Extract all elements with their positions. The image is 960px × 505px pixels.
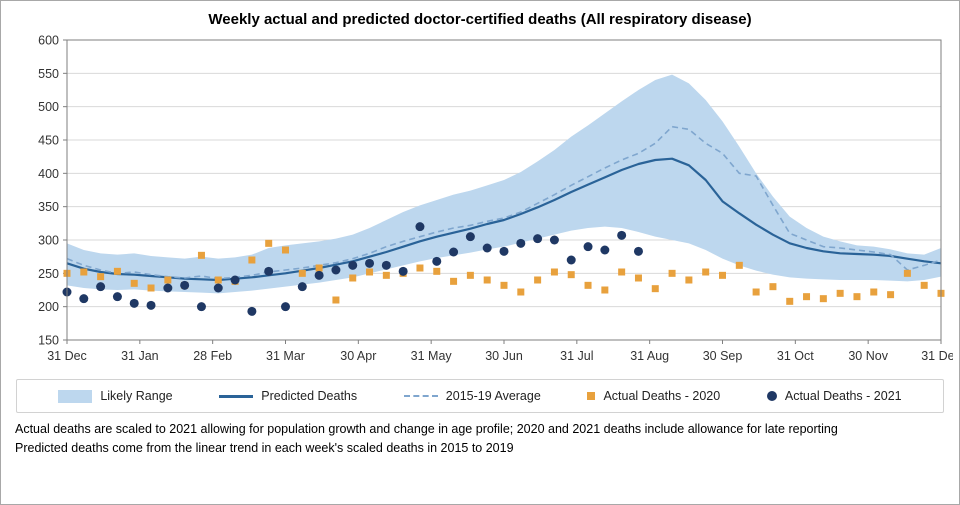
svg-text:31 Dec: 31 Dec (921, 349, 953, 363)
footnotes: Actual deaths are scaled to 2021 allowin… (15, 420, 947, 459)
svg-text:31 Dec: 31 Dec (47, 349, 87, 363)
square-marker-swatch-icon (587, 392, 596, 400)
svg-text:400: 400 (38, 167, 59, 181)
svg-text:28 Feb: 28 Feb (193, 349, 232, 363)
svg-text:31 Mar: 31 Mar (266, 349, 305, 363)
svg-text:350: 350 (38, 200, 59, 214)
svg-text:550: 550 (38, 67, 59, 81)
legend-label: Actual Deaths - 2020 (603, 389, 721, 403)
legend: Likely Range Predicted Deaths 2015-19 Av… (16, 379, 944, 413)
solid-line-swatch-icon (219, 394, 254, 398)
svg-text:200: 200 (38, 300, 59, 314)
svg-text:31 May: 31 May (411, 349, 453, 363)
legend-label: 2015-19 Average (445, 389, 541, 403)
legend-label: Predicted Deaths (261, 389, 358, 403)
footnote-line-2: Predicted deaths come from the linear tr… (15, 441, 514, 456)
page-title: Weekly actual and predicted doctor-certi… (208, 11, 752, 28)
svg-text:31 Oct: 31 Oct (777, 349, 814, 363)
svg-text:30 Apr: 30 Apr (340, 349, 376, 363)
legend-item-likely-range: Likely Range (58, 389, 173, 403)
svg-text:500: 500 (38, 100, 59, 114)
svg-text:30 Nov: 30 Nov (848, 349, 888, 363)
dashed-line-swatch-icon (403, 395, 438, 397)
svg-text:450: 450 (38, 134, 59, 148)
svg-text:30 Jun: 30 Jun (485, 349, 523, 363)
legend-item-predicted-deaths: Predicted Deaths (219, 389, 357, 403)
legend-label: Actual Deaths - 2021 (784, 389, 902, 403)
legend-item-actual-2021: Actual Deaths - 2021 (766, 389, 902, 403)
chart-area: 150 200 250 300 350 400 450 500 550 600 31 Dec 31 J… (9, 30, 959, 375)
circle-marker-swatch-icon (766, 391, 777, 401)
legend-item-2015-19-average: 2015-19 Average (403, 389, 541, 403)
legend-label: Likely Range (100, 389, 173, 403)
svg-text:600: 600 (38, 34, 59, 48)
svg-text:30 Sep: 30 Sep (703, 349, 743, 363)
legend-item-actual-2020: Actual Deaths - 2020 (587, 389, 720, 403)
footnote-line-1: Actual deaths are scaled to 2021 allowin… (15, 422, 838, 436)
chart-svg: 150 200 250 300 350 400 450 500 550 600 31 Dec 31 J… (38, 34, 959, 364)
svg-text:150: 150 (38, 334, 59, 348)
svg-text:31 Jul: 31 Jul (560, 349, 593, 363)
band-swatch-icon (58, 389, 93, 403)
svg-text:300: 300 (38, 234, 59, 248)
svg-text:250: 250 (38, 267, 59, 281)
svg-text:31 Aug: 31 Aug (630, 349, 669, 363)
svg-text:31 Jan: 31 Jan (121, 349, 159, 363)
